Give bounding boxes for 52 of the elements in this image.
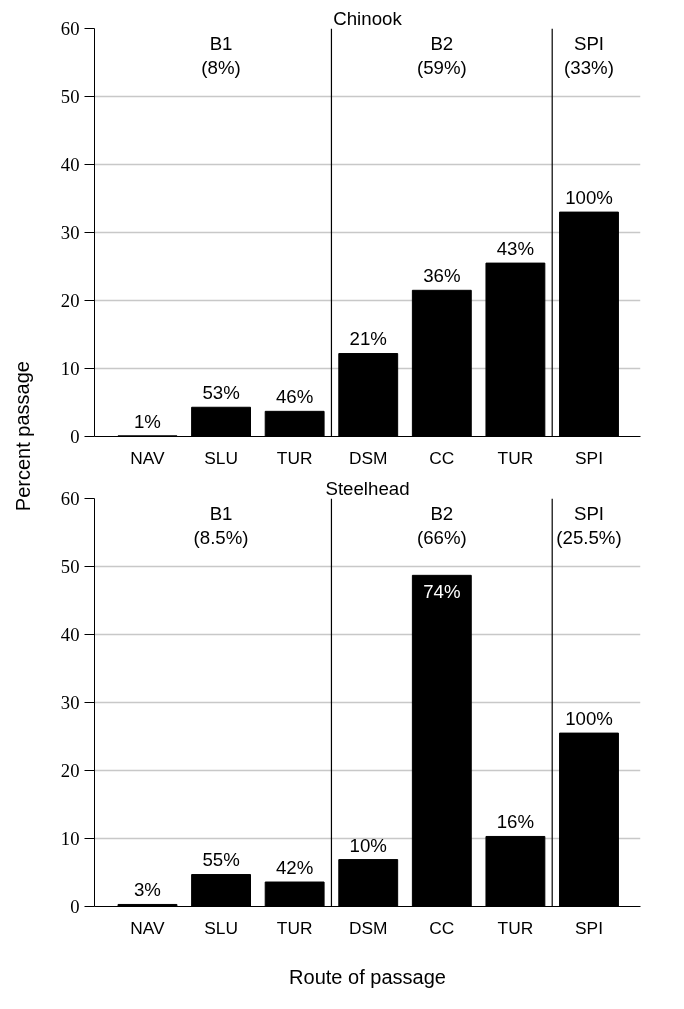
annotation: 43% bbox=[496, 238, 535, 260]
y-tick-label: 60 bbox=[60, 488, 80, 509]
annotation: 16% bbox=[496, 811, 535, 833]
annotation: B2 (59%) bbox=[416, 32, 467, 78]
annotation: 100% bbox=[565, 708, 613, 730]
y-tick-label: 20 bbox=[60, 760, 80, 781]
x-tick-label: SPI bbox=[575, 447, 603, 468]
x-tick-label: TUR bbox=[497, 447, 534, 468]
annotation: SPI (33%) bbox=[564, 32, 614, 78]
x-tick-label: TUR bbox=[497, 917, 534, 938]
annotation: 74% bbox=[423, 581, 461, 603]
x-tick-label: NAV bbox=[130, 447, 166, 468]
y-tick-label: 50 bbox=[60, 86, 80, 107]
annotation: B2 (66%) bbox=[416, 502, 467, 548]
y-tick-label: 0 bbox=[70, 426, 80, 447]
x-axis-title: Route of passage bbox=[289, 965, 446, 988]
x-tick-label: SLU bbox=[204, 917, 238, 938]
x-tick-label: DSM bbox=[348, 447, 388, 468]
annotation: 53% bbox=[202, 382, 240, 404]
y-tick-label: 20 bbox=[60, 290, 80, 311]
annotation: 21% bbox=[349, 328, 387, 350]
y-tick-label: 40 bbox=[60, 624, 80, 645]
x-tick-label: SLU bbox=[204, 447, 238, 468]
chart-title: Steelhead bbox=[325, 477, 410, 499]
annotation: 10% bbox=[349, 834, 387, 856]
y-tick-label: 40 bbox=[60, 154, 80, 175]
y-axis-title: Percent passage bbox=[11, 361, 34, 512]
x-tick-label: DSM bbox=[348, 917, 388, 938]
x-tick-label: CC bbox=[429, 447, 455, 468]
y-tick-label: 50 bbox=[60, 556, 80, 577]
x-tick-label: CC bbox=[429, 917, 455, 938]
y-tick-label: 30 bbox=[60, 692, 80, 713]
annotation: 3% bbox=[134, 879, 161, 901]
chart-title: Chinook bbox=[333, 7, 403, 29]
annotation: 55% bbox=[202, 849, 240, 871]
annotation: 42% bbox=[275, 856, 314, 878]
annotation: SPI (25.5%) bbox=[556, 502, 622, 548]
y-tick-label: 60 bbox=[60, 18, 80, 39]
annotation: B1 (8.5%) bbox=[193, 502, 249, 548]
y-tick-label: 10 bbox=[60, 828, 80, 849]
y-tick-label: 0 bbox=[70, 896, 80, 917]
y-tick-label: 30 bbox=[60, 222, 80, 243]
x-tick-label: TUR bbox=[276, 917, 313, 938]
annotation: 1% bbox=[134, 410, 161, 432]
x-tick-label: SPI bbox=[575, 917, 603, 938]
annotation: 36% bbox=[423, 265, 461, 287]
x-tick-label: NAV bbox=[130, 917, 166, 938]
annotation: 100% bbox=[565, 187, 613, 209]
annotation: B1 (8%) bbox=[201, 32, 241, 78]
x-tick-label: TUR bbox=[276, 447, 313, 468]
y-tick-label: 10 bbox=[60, 358, 80, 379]
annotation: 46% bbox=[275, 386, 314, 408]
